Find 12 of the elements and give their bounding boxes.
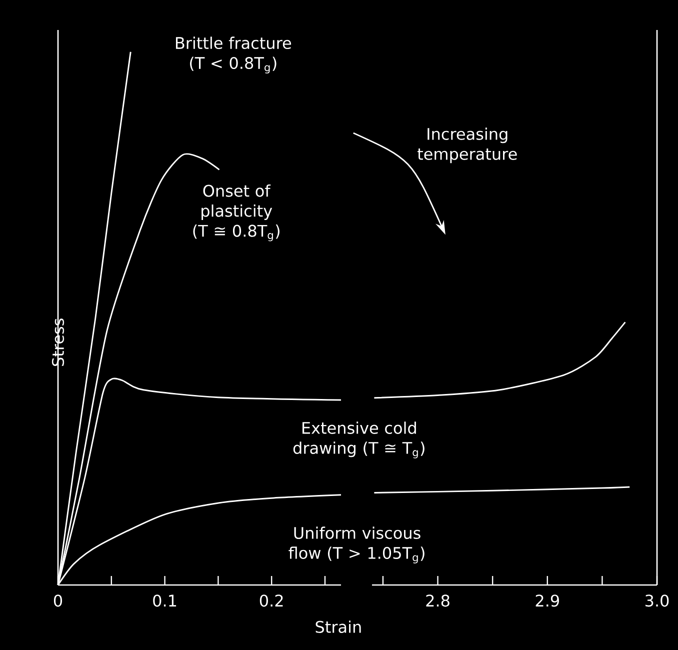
x-tick-label: 0 bbox=[54, 594, 62, 607]
x-tick-label: 3.0 bbox=[645, 594, 669, 607]
x-tick-label: 0.1 bbox=[153, 594, 176, 607]
series-label: Extensive cold drawing (T ≅ T$_{g}$) bbox=[293, 422, 424, 458]
series-label: Onset of plasticity (T ≅ 0.8T$_{g}$) bbox=[193, 184, 280, 242]
x-tick-label: 0.2 bbox=[260, 594, 283, 607]
x-tick-label: 2.8 bbox=[426, 594, 450, 607]
x-tick-label: 2.9 bbox=[536, 594, 559, 607]
series-label: Uniform viscous flow (T > 1.05T$_{g}$) bbox=[288, 526, 424, 564]
x-axis-title: Strain bbox=[316, 620, 361, 633]
text: Brittle fracture (T < 0.8T$_{g}$) bbox=[176, 36, 292, 74]
text: Increasing temperature bbox=[418, 128, 517, 164]
